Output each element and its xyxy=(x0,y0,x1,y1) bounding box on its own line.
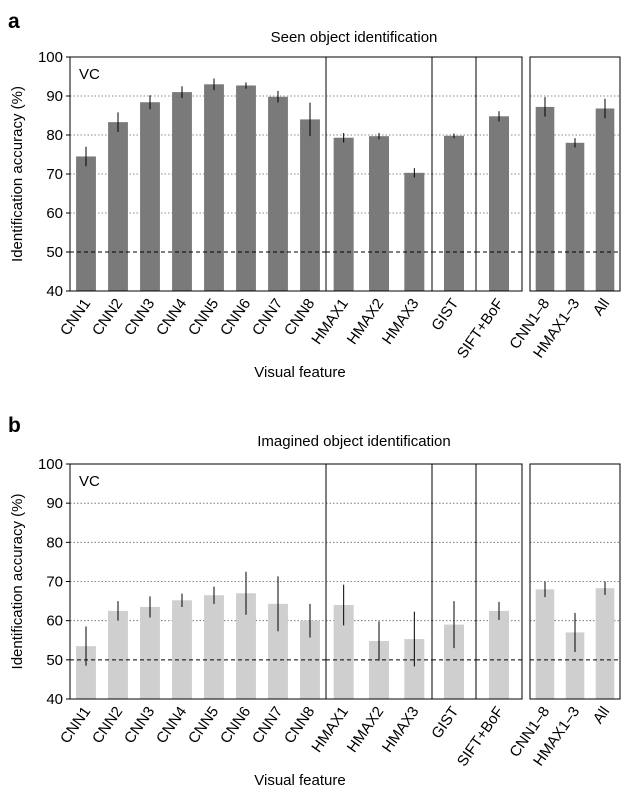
x-tick-label: HMAX3 xyxy=(379,704,423,756)
axes-frame-combined xyxy=(529,463,621,700)
x-tick-label: CNN5 xyxy=(185,704,222,747)
bar xyxy=(236,593,256,699)
x-tick-label: All xyxy=(590,704,613,727)
bar xyxy=(369,641,389,699)
y-tick-label: 50 xyxy=(46,652,63,669)
panel-label: b xyxy=(8,414,21,437)
x-tick-label: All xyxy=(590,296,613,319)
x-tick-label: CNN6 xyxy=(217,704,254,747)
bar xyxy=(140,102,160,292)
bar xyxy=(404,639,425,699)
bar xyxy=(300,119,320,292)
bar xyxy=(140,606,160,699)
x-tick-label: CNN4 xyxy=(153,704,190,747)
bar xyxy=(108,122,128,291)
x-tick-label: CNN3 xyxy=(121,296,158,339)
bar xyxy=(333,605,354,699)
y-tick-label: 60 xyxy=(46,613,63,630)
bar xyxy=(76,156,96,291)
bar xyxy=(204,84,224,291)
y-axis-label: Identification accuracy (%) xyxy=(9,86,26,262)
y-tick-label: 80 xyxy=(46,127,63,144)
x-tick-label: CNN4 xyxy=(153,296,190,339)
axes-frame xyxy=(69,56,523,292)
bar xyxy=(108,610,128,699)
y-tick-label: 100 xyxy=(38,49,63,66)
x-tick-label: GIST xyxy=(428,296,462,334)
x-tick-label: CNN7 xyxy=(249,296,286,339)
x-tick-label: CNN2 xyxy=(89,296,126,339)
x-tick-label: CNN2 xyxy=(89,704,126,747)
bar xyxy=(268,603,288,699)
chart-title: Imagined object identification xyxy=(257,433,450,450)
bar xyxy=(172,600,192,699)
y-tick-label: 40 xyxy=(46,283,63,300)
bar xyxy=(204,595,224,699)
bar xyxy=(595,588,615,699)
bar xyxy=(595,108,615,291)
x-tick-label: CNN5 xyxy=(185,296,222,339)
bar xyxy=(489,610,509,699)
bar xyxy=(369,136,389,291)
x-tick-label: HMAX3 xyxy=(379,296,423,348)
bar xyxy=(535,106,555,291)
y-tick-label: 40 xyxy=(46,691,63,708)
bar xyxy=(404,172,425,291)
y-tick-label: 70 xyxy=(46,574,63,591)
x-tick-label: GIST xyxy=(428,704,462,742)
y-tick-label: 70 xyxy=(46,166,63,183)
y-axis-label: Identification accuracy (%) xyxy=(9,494,26,670)
x-axis-label: Visual feature xyxy=(254,364,345,381)
y-tick-label: 50 xyxy=(46,244,63,261)
area-annotation: VC xyxy=(79,66,100,83)
x-tick-label: CNN3 xyxy=(121,704,158,747)
x-tick-label: CNN1 xyxy=(57,704,94,747)
bar xyxy=(565,632,585,699)
y-tick-label: 90 xyxy=(46,88,63,105)
y-tick-label: 60 xyxy=(46,205,63,222)
x-tick-label: CNN6 xyxy=(217,296,254,339)
bar xyxy=(172,92,192,291)
x-tick-label: CNN7 xyxy=(249,704,286,747)
x-axis-label: Visual feature xyxy=(254,772,345,789)
bar xyxy=(333,137,354,291)
bar xyxy=(535,589,555,699)
bar xyxy=(565,142,585,291)
chart-title: Seen object identification xyxy=(271,29,438,46)
y-tick-label: 100 xyxy=(38,456,63,473)
bar xyxy=(444,624,464,699)
area-annotation: VC xyxy=(79,473,100,490)
bar xyxy=(236,85,256,291)
bar xyxy=(76,646,96,699)
axes-frame-combined xyxy=(529,56,621,292)
axes-frame xyxy=(69,463,523,700)
bar xyxy=(444,135,464,291)
panel-label: a xyxy=(8,10,20,33)
y-tick-label: 80 xyxy=(46,534,63,551)
x-tick-label: CNN1 xyxy=(57,296,94,339)
bar xyxy=(489,116,509,291)
bar xyxy=(268,96,288,291)
y-tick-label: 90 xyxy=(46,495,63,512)
